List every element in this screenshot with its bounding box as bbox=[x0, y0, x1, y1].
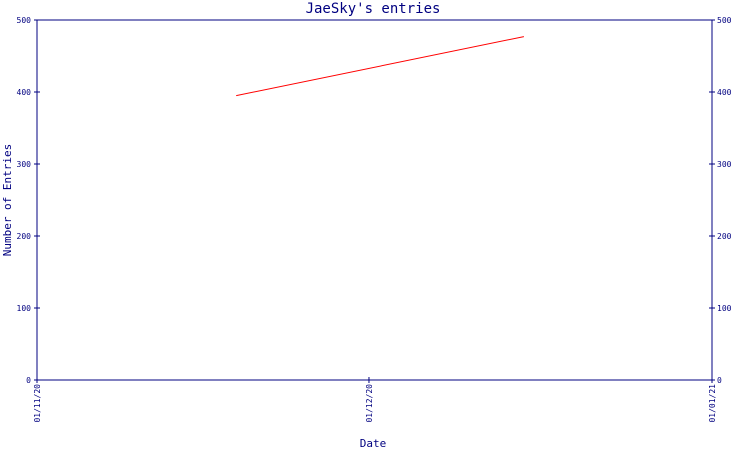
series-layer bbox=[236, 36, 525, 97]
plot-area-frame bbox=[36, 19, 713, 381]
y-tick-label-left: 400 bbox=[17, 88, 32, 97]
y-tick-label-left: 0 bbox=[26, 376, 31, 385]
x-axis-label: Date bbox=[360, 437, 387, 450]
x-tick-label: 01/01/21 bbox=[708, 384, 717, 423]
series-line bbox=[236, 36, 525, 97]
y-axis-left: 0 100 200 300 400 500 bbox=[17, 16, 40, 385]
x-tick-label: 01/11/20 bbox=[33, 384, 42, 423]
y-axis-right: 0 100 200 300 400 500 bbox=[709, 16, 732, 385]
y-tick-label-right: 400 bbox=[717, 88, 732, 97]
y-tick-label-left: 500 bbox=[17, 16, 32, 25]
y-tick-label-right: 100 bbox=[717, 304, 732, 313]
y-axis-label: Number of Entries bbox=[1, 144, 14, 257]
y-tick-label-right: 200 bbox=[717, 232, 732, 241]
chart-title: JaeSky's entries bbox=[306, 1, 441, 17]
y-tick-label-right: 500 bbox=[717, 16, 732, 25]
y-tick-label-right: 300 bbox=[717, 160, 732, 169]
y-tick-label-left: 100 bbox=[17, 304, 32, 313]
x-tick-label: 01/12/20 bbox=[365, 384, 374, 423]
x-axis: 01/11/20 01/12/20 01/01/21 bbox=[33, 377, 717, 423]
y-tick-label-left: 300 bbox=[17, 160, 32, 169]
y-tick-label-left: 200 bbox=[17, 232, 32, 241]
y-tick-label-right: 0 bbox=[717, 376, 722, 385]
